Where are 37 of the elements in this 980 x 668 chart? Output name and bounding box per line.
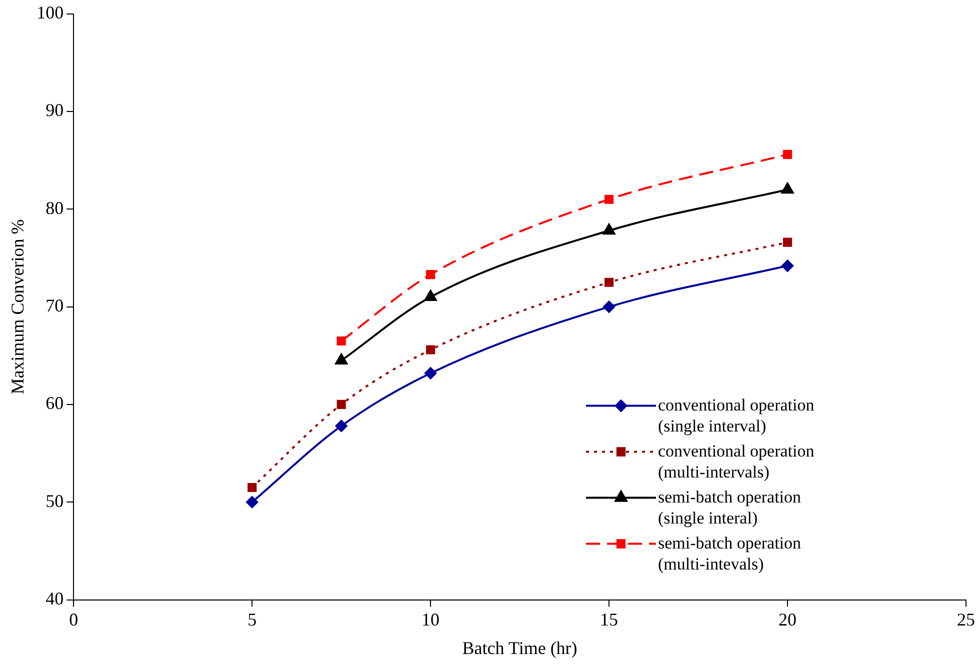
point (335, 354, 348, 365)
x-tick-label: 10 (422, 609, 440, 630)
point (782, 238, 792, 247)
y-tick-label: 60 (46, 393, 64, 414)
y-tick-label: 50 (46, 490, 64, 511)
legend-label: conventional operation (single interval) (658, 395, 815, 436)
point (424, 367, 437, 380)
x-tick-label: 5 (248, 609, 257, 630)
point (246, 496, 258, 508)
point (782, 150, 792, 159)
point (604, 278, 614, 287)
x-axis-title: Batch Time (hr) (462, 638, 578, 658)
point (336, 400, 346, 409)
point (424, 290, 437, 302)
y-tick-label: 90 (46, 100, 64, 120)
point (782, 260, 794, 272)
legend-label: semi-batch operation (single interal) (658, 487, 802, 528)
point (426, 345, 436, 354)
x-tick-label: 25 (957, 609, 975, 630)
point (335, 420, 348, 432)
x-tick-label: 15 (600, 609, 618, 630)
legend-label: conventional operation (multi-intervals) (658, 441, 815, 482)
point (603, 300, 616, 313)
legend-label: semi-batch operation (multi-intevals) (658, 533, 802, 574)
y-tick-label: 70 (46, 296, 64, 316)
x-tick-label: 20 (778, 609, 797, 630)
y-tick-label: 80 (46, 198, 64, 218)
y-axis-title: Maximum Converion % (8, 219, 28, 394)
point (781, 182, 794, 194)
point (248, 482, 257, 492)
point (426, 270, 436, 280)
y-tick-label: 40 (46, 588, 64, 609)
y-tick-label: 100 (36, 2, 64, 23)
point (336, 336, 346, 346)
point (602, 224, 616, 235)
x-tick-label: 0 (69, 609, 78, 630)
point (604, 194, 614, 204)
